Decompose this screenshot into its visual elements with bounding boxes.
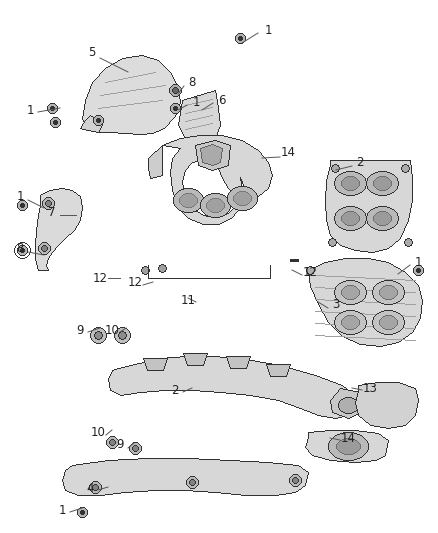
Text: 7: 7 [48, 206, 56, 219]
Text: 8: 8 [16, 241, 24, 254]
Text: 12: 12 [92, 271, 107, 285]
Text: 2: 2 [356, 157, 364, 169]
Text: 10: 10 [105, 324, 120, 336]
Text: 9: 9 [116, 439, 124, 451]
Text: 8: 8 [188, 76, 196, 88]
Text: 5: 5 [88, 45, 95, 59]
Text: 1: 1 [192, 95, 200, 109]
Text: 1: 1 [58, 504, 66, 516]
Text: 1: 1 [414, 255, 422, 269]
Text: 4: 4 [86, 481, 94, 495]
Text: 6: 6 [218, 93, 226, 107]
Text: 2: 2 [171, 384, 179, 397]
Text: 12: 12 [303, 265, 318, 279]
Text: 10: 10 [91, 425, 106, 439]
Text: 14: 14 [340, 432, 356, 445]
Text: 1: 1 [26, 103, 34, 117]
Text: 13: 13 [363, 382, 378, 394]
Text: 9: 9 [76, 324, 84, 336]
Text: 1: 1 [16, 190, 24, 203]
Text: 12: 12 [127, 276, 142, 288]
Text: 3: 3 [332, 298, 340, 311]
Text: 14: 14 [280, 147, 296, 159]
Text: 11: 11 [180, 294, 195, 306]
Text: 1: 1 [264, 23, 272, 36]
